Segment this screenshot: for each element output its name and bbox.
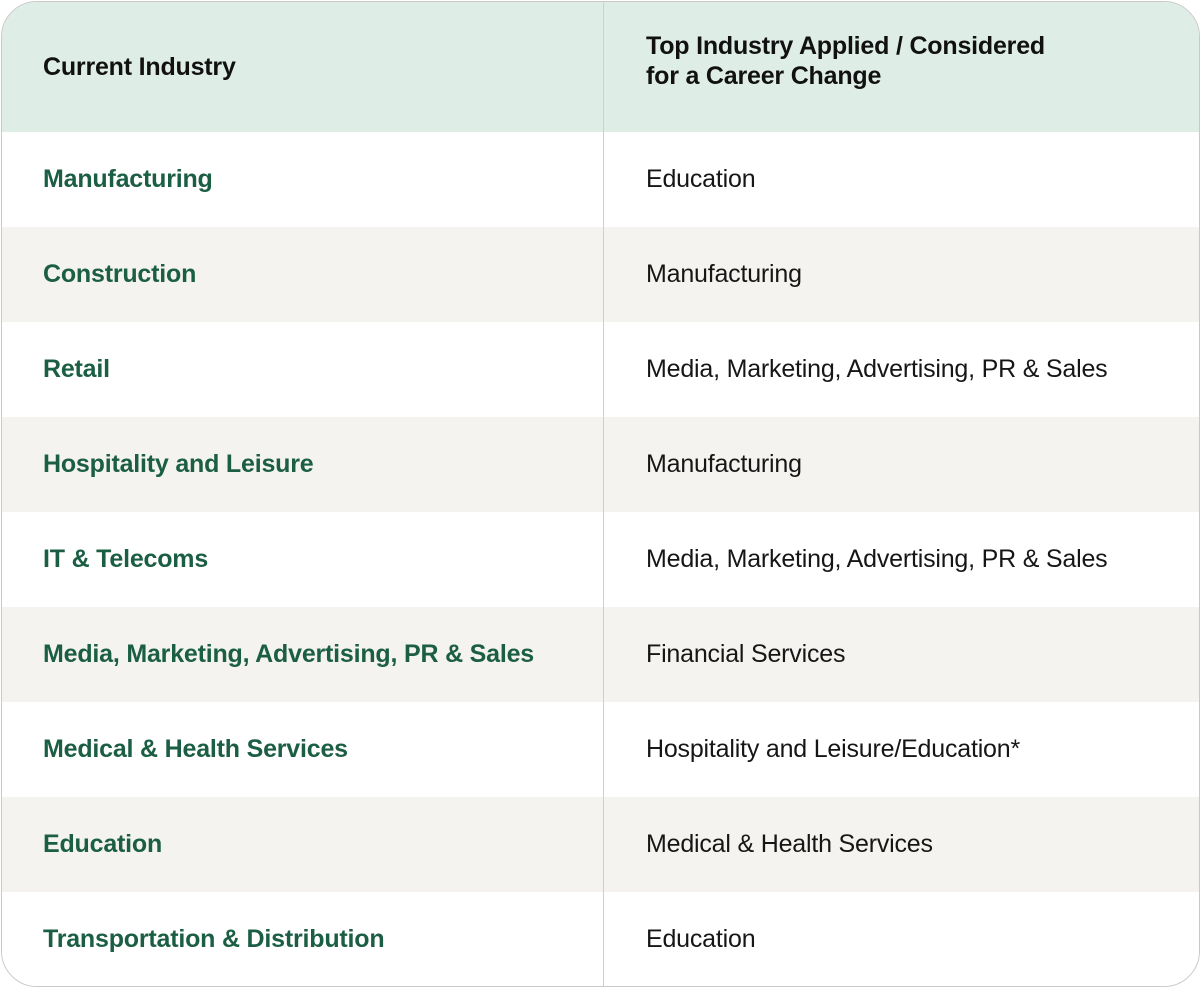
header-top-industry-cell: Top Industry Applied / Considered for a … xyxy=(604,2,1199,132)
top-industry: Education xyxy=(646,165,756,193)
table-row: Construction Manufacturing xyxy=(2,227,1199,322)
top-industry-cell: Financial Services xyxy=(604,607,1199,702)
table-row: Transportation & Distribution Education xyxy=(2,892,1199,986)
table-row: Retail Media, Marketing, Advertising, PR… xyxy=(2,322,1199,417)
current-industry: Medical & Health Services xyxy=(43,735,348,763)
current-industry-cell: Construction xyxy=(2,227,604,322)
table-row: Media, Marketing, Advertising, PR & Sale… xyxy=(2,607,1199,702)
top-industry-cell: Media, Marketing, Advertising, PR & Sale… xyxy=(604,322,1199,417)
top-industry: Medical & Health Services xyxy=(646,830,933,858)
top-industry-cell: Hospitality and Leisure/Education* xyxy=(604,702,1199,797)
table-row: Medical & Health Services Hospitality an… xyxy=(2,702,1199,797)
current-industry-cell: Medical & Health Services xyxy=(2,702,604,797)
current-industry-cell: Transportation & Distribution xyxy=(2,892,604,986)
current-industry: IT & Telecoms xyxy=(43,545,209,573)
top-industry-cell: Media, Marketing, Advertising, PR & Sale… xyxy=(604,512,1199,607)
top-industry-cell: Education xyxy=(604,132,1199,227)
current-industry-cell: IT & Telecoms xyxy=(2,512,604,607)
current-industry-cell: Manufacturing xyxy=(2,132,604,227)
header-top-industry-line1: Top Industry Applied / Considered xyxy=(646,32,1045,60)
top-industry: Manufacturing xyxy=(646,450,802,478)
header-current-industry-cell: Current Industry xyxy=(2,2,604,132)
table-header-row: Current Industry Top Industry Applied / … xyxy=(2,2,1199,132)
current-industry-cell: Hospitality and Leisure xyxy=(2,417,604,512)
top-industry-cell: Manufacturing xyxy=(604,227,1199,322)
current-industry-cell: Education xyxy=(2,797,604,892)
current-industry-cell: Retail xyxy=(2,322,604,417)
top-industry: Financial Services xyxy=(646,640,846,668)
current-industry: Hospitality and Leisure xyxy=(43,450,314,478)
current-industry: Media, Marketing, Advertising, PR & Sale… xyxy=(43,640,535,668)
top-industry: Education xyxy=(646,925,756,953)
table-row: Manufacturing Education xyxy=(2,132,1199,227)
current-industry-cell: Media, Marketing, Advertising, PR & Sale… xyxy=(2,607,604,702)
current-industry: Manufacturing xyxy=(43,165,213,193)
top-industry: Media, Marketing, Advertising, PR & Sale… xyxy=(646,545,1108,573)
header-current-industry: Current Industry xyxy=(43,53,236,81)
table-row: Hospitality and Leisure Manufacturing xyxy=(2,417,1199,512)
top-industry: Manufacturing xyxy=(646,260,802,288)
top-industry: Hospitality and Leisure/Education* xyxy=(646,735,1020,763)
top-industry-cell: Medical & Health Services xyxy=(604,797,1199,892)
header-top-industry: Top Industry Applied / Considered for a … xyxy=(646,31,1045,91)
current-industry: Construction xyxy=(43,260,197,288)
table-row: IT & Telecoms Media, Marketing, Advertis… xyxy=(2,512,1199,607)
current-industry: Education xyxy=(43,830,163,858)
table-row: Education Medical & Health Services xyxy=(2,797,1199,892)
top-industry-cell: Manufacturing xyxy=(604,417,1199,512)
current-industry: Transportation & Distribution xyxy=(43,925,385,953)
top-industry-cell: Education xyxy=(604,892,1199,986)
top-industry: Media, Marketing, Advertising, PR & Sale… xyxy=(646,355,1108,383)
header-top-industry-line2: for a Career Change xyxy=(646,62,882,90)
current-industry: Retail xyxy=(43,355,110,383)
